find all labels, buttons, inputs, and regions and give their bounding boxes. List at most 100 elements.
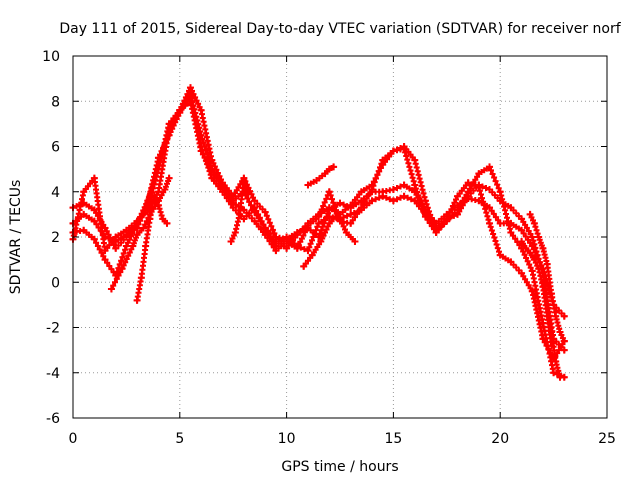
series-group	[133, 192, 171, 304]
data-point	[547, 290, 555, 298]
data-point	[560, 337, 568, 345]
data-point	[486, 163, 494, 171]
data-point	[526, 210, 534, 218]
data-point	[272, 247, 280, 255]
data-point	[325, 213, 333, 221]
data-point	[80, 226, 88, 234]
data-point	[300, 262, 308, 270]
data-point	[261, 208, 269, 216]
data-point	[90, 174, 98, 182]
data-point	[90, 235, 98, 243]
data-point	[539, 319, 547, 327]
series-group	[539, 278, 564, 381]
data-point	[400, 145, 408, 153]
data-point	[347, 219, 355, 227]
data-point	[122, 242, 130, 250]
data-point	[208, 174, 216, 182]
data-point	[342, 228, 350, 236]
data-point	[389, 185, 397, 193]
data-point	[90, 217, 98, 225]
data-point	[142, 242, 150, 250]
data-point	[486, 185, 494, 193]
data-point	[176, 106, 184, 114]
data-point	[144, 206, 152, 214]
data-point	[389, 147, 397, 155]
data-point	[411, 197, 419, 205]
data-point	[219, 188, 227, 196]
data-point	[315, 219, 323, 227]
data-point	[161, 185, 169, 193]
data-point	[101, 247, 109, 255]
data-point	[154, 201, 162, 209]
data-point	[122, 226, 130, 234]
data-point	[336, 199, 344, 207]
data-point	[133, 231, 141, 239]
x-axis-label: GPS time / hours	[281, 459, 398, 475]
series-group	[300, 210, 359, 270]
data-point	[101, 256, 109, 264]
data-point	[421, 197, 429, 205]
data-point	[261, 231, 269, 239]
data-point	[530, 219, 538, 227]
data-point	[518, 238, 526, 246]
data-point	[118, 265, 126, 273]
data-point	[486, 204, 494, 212]
data-point	[137, 274, 145, 282]
data-point	[547, 328, 555, 336]
data-point	[552, 312, 560, 320]
data-point	[432, 228, 440, 236]
data-point	[556, 373, 564, 381]
data-point	[293, 231, 301, 239]
x-tick-label: 25	[598, 431, 616, 447]
series-group	[227, 176, 252, 246]
data-point	[421, 213, 429, 221]
data-point	[139, 224, 147, 232]
data-point	[453, 192, 461, 200]
data-point	[507, 228, 515, 236]
y-tick-label: 0	[51, 275, 60, 291]
data-point	[129, 242, 137, 250]
x-tick-label: 10	[278, 431, 296, 447]
data-point	[368, 197, 376, 205]
data-point	[507, 258, 515, 266]
data-point	[552, 357, 560, 365]
data-point	[411, 181, 419, 189]
data-point	[496, 219, 504, 227]
data-point	[317, 238, 325, 246]
data-point	[475, 170, 483, 178]
data-point	[304, 219, 312, 227]
data-point	[464, 179, 472, 187]
data-point	[496, 251, 504, 259]
data-point	[313, 176, 321, 184]
data-point	[528, 287, 536, 295]
data-point	[400, 192, 408, 200]
data-point	[475, 183, 483, 191]
data-point	[197, 106, 205, 114]
y-tick-label: -2	[46, 321, 60, 337]
data-point	[357, 188, 365, 196]
axis-ticks: 0 5 10 15 20 25 -6 -4 -2 0 2 4 6 8 10	[42, 49, 616, 447]
data-point	[251, 217, 259, 225]
data-point	[165, 174, 173, 182]
data-point	[304, 247, 312, 255]
series-group	[304, 163, 338, 189]
y-axis-label: SDTVAR / TECUs	[8, 180, 24, 295]
x-tick-label: 5	[175, 431, 184, 447]
data-point	[236, 210, 244, 218]
data-point	[330, 163, 338, 171]
data-point	[325, 219, 333, 227]
data-point	[368, 181, 376, 189]
data-point	[227, 238, 235, 246]
data-point	[379, 161, 387, 169]
data-point	[231, 228, 239, 236]
data-point	[251, 197, 259, 205]
data-point	[321, 170, 329, 178]
y-tick-label: 6	[51, 140, 60, 156]
series-group	[107, 174, 173, 293]
data-point	[90, 206, 98, 214]
y-tick-label: -4	[46, 366, 60, 382]
data-point	[261, 224, 269, 232]
data-point	[528, 233, 536, 241]
data-point	[560, 312, 568, 320]
data-point	[163, 219, 171, 227]
